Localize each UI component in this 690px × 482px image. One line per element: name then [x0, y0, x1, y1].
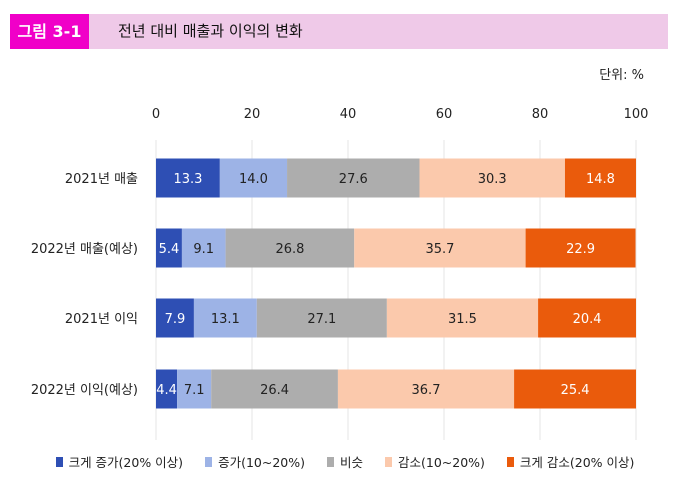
legend-swatch: [205, 456, 213, 467]
bar-segment: [211, 369, 338, 409]
legend-item: 증가(10~20%): [205, 452, 305, 471]
data-label: 31.5: [448, 312, 477, 327]
data-label: 20.4: [573, 312, 602, 327]
chart-title: 전년 대비 매출과 이익의 변화: [118, 22, 303, 40]
bar-segment: [564, 158, 636, 198]
legend-swatch: [385, 456, 392, 467]
x-tick-label: 100: [624, 107, 649, 122]
data-label: 22.9: [566, 242, 595, 257]
figure-header: 그림 3-1 전년 대비 매출과 이익의 변화: [10, 14, 668, 49]
data-label: 27.1: [307, 312, 336, 327]
data-label: 30.3: [478, 172, 507, 187]
data-label: 36.7: [412, 383, 441, 398]
category-label: 2021년 이익: [65, 312, 138, 327]
data-label: 27.6: [339, 172, 368, 187]
bar-segment: [181, 228, 226, 268]
data-label: 4.4: [156, 383, 177, 398]
legend-item: 감소(10~20%): [385, 452, 485, 471]
data-label: 9.1: [193, 242, 214, 257]
legend-swatch: [55, 456, 63, 467]
bar-segment: [538, 298, 636, 338]
bar-segment: [156, 298, 194, 338]
bar-segment: [156, 228, 182, 268]
data-label: 13.1: [211, 312, 240, 327]
legend-label: 크게 감소(20% 이상): [519, 455, 635, 470]
legend-item: 크게 증가(20% 이상): [55, 452, 184, 471]
data-label: 14.8: [586, 172, 615, 187]
category-label: 2022년 매출(예상): [31, 242, 138, 257]
bar-segment: [177, 369, 212, 409]
chart: 0 20 40 60 80 100 2021년 매출 13.3 14.0 27.6 30.3 14.8…: [31, 107, 649, 440]
x-tick-label: 40: [340, 107, 357, 122]
bar-segment: [354, 228, 526, 268]
legend-swatch: [326, 456, 334, 467]
legend-item: 크게 감소(20% 이상): [506, 452, 635, 471]
data-label: 7.9: [165, 312, 186, 327]
x-tick-label: 20: [244, 107, 261, 122]
bar-segment: [419, 158, 565, 198]
bar-segment: [514, 369, 636, 409]
bar-segment: [256, 298, 387, 338]
legend-item: 비슷: [326, 452, 363, 471]
category-label: 2022년 이익(예상): [31, 383, 138, 398]
data-label: 26.4: [260, 383, 289, 398]
data-label: 7.1: [184, 383, 205, 398]
legend-label: 비슷: [339, 455, 363, 470]
legend-label: 증가(10~20%): [218, 455, 305, 470]
data-label: 13.3: [173, 172, 202, 187]
bar-segment: [337, 369, 515, 409]
x-tick-label: 80: [532, 107, 549, 122]
category-label: 2021년 매출: [65, 172, 138, 187]
data-label: 25.4: [561, 383, 590, 398]
data-label: 5.4: [159, 242, 180, 257]
data-label: 35.7: [425, 242, 454, 257]
data-label: 26.8: [275, 242, 304, 257]
data-label: 14.0: [239, 172, 268, 187]
bar-segment: [219, 158, 288, 198]
legend-swatch: [506, 456, 514, 467]
unit-label: 단위: %: [599, 68, 644, 83]
bar-segment: [386, 298, 539, 338]
legend-label: 크게 증가(20% 이상): [68, 455, 184, 470]
figure-label: 그림 3-1: [10, 14, 89, 49]
bar-segment: [193, 298, 257, 338]
legend: 크게 증가(20% 이상) 증가(10~20%) 비슷 감소(10~20%) 크게 감소…: [0, 452, 690, 471]
bar-segment: [225, 228, 355, 268]
bar-segment: [525, 228, 636, 268]
bar-segment: [156, 369, 178, 409]
x-tick-label: 0: [152, 107, 160, 122]
legend-label: 감소(10~20%): [398, 455, 485, 470]
bar-segment: [156, 158, 220, 198]
x-tick-label: 60: [436, 107, 453, 122]
bar-segment: [287, 158, 420, 198]
